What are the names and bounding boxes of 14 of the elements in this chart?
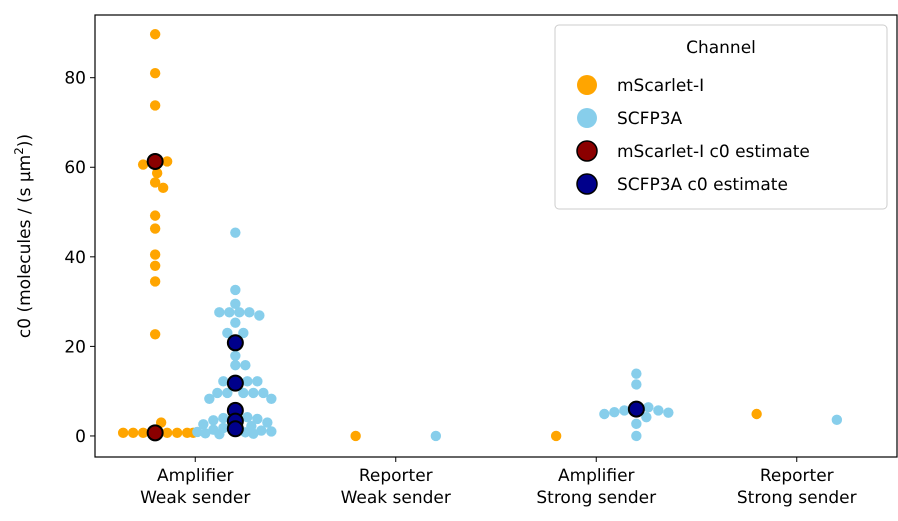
legend-title: Channel bbox=[686, 38, 756, 58]
legend-label: SCFP3A c0 estimate bbox=[617, 174, 788, 195]
legend-label: mScarlet-I bbox=[617, 76, 704, 96]
legend-label: mScarlet-I c0 estimate bbox=[617, 142, 810, 162]
x-tick-label: Reporter Weak sender bbox=[340, 466, 451, 508]
y-tick-label: 80 bbox=[64, 68, 86, 89]
y-tick-label: 0 bbox=[75, 426, 86, 447]
legend-label: SCFP3A bbox=[617, 108, 683, 129]
x-tick-label: Amplifier Strong sender bbox=[536, 466, 656, 508]
y-tick-label: 40 bbox=[64, 248, 86, 268]
x-tick-label: Reporter Strong sender bbox=[736, 466, 857, 508]
y-tick-label: 60 bbox=[64, 158, 86, 178]
y-tick-label: 20 bbox=[64, 337, 86, 358]
x-tick-label: Amplifier Weak sender bbox=[140, 466, 250, 508]
